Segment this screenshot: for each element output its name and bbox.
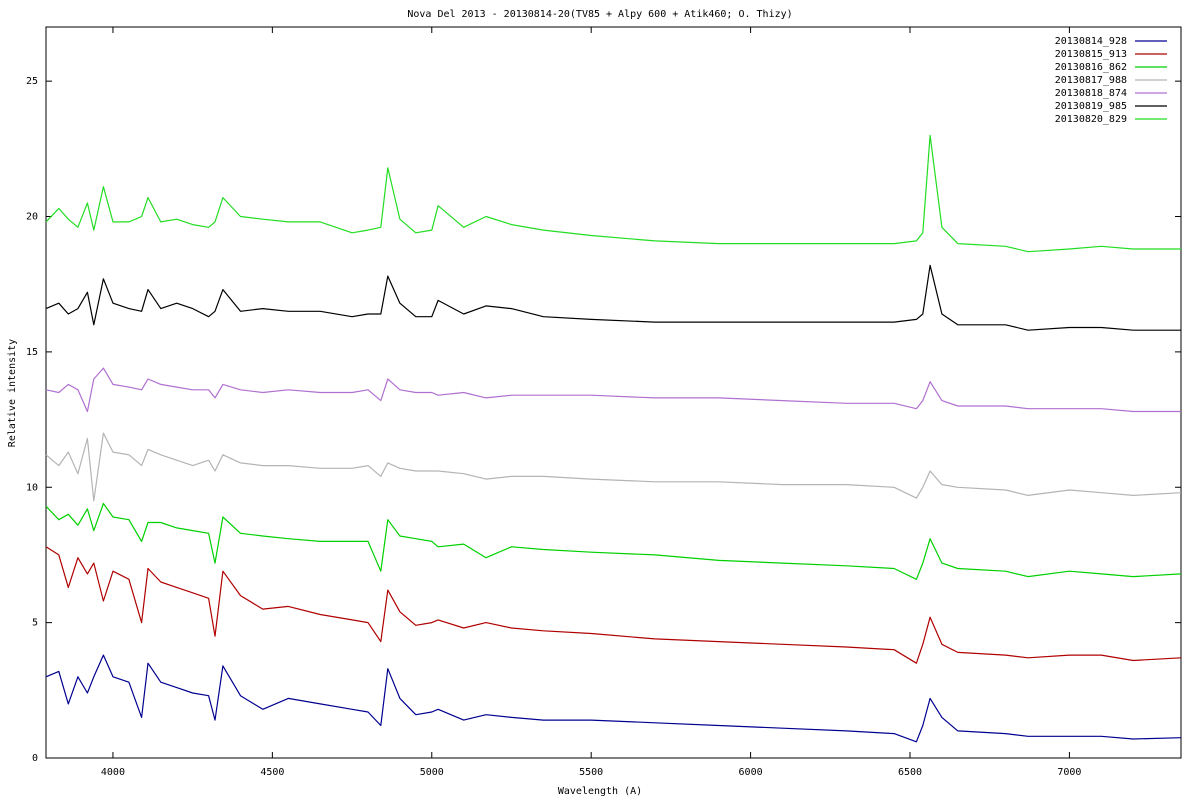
spectrum-line <box>45 134 1181 253</box>
spectrum-line <box>45 367 1181 413</box>
x-tick-label: 4500 <box>260 767 284 778</box>
spectrum-line <box>45 502 1182 580</box>
x-axis-label: Wavelength (A) <box>558 786 642 797</box>
legend-label: 20130819_985 <box>1055 101 1127 112</box>
y-tick-label: 0 <box>32 753 38 764</box>
y-tick-label: 15 <box>26 347 38 358</box>
x-tick-label: 6000 <box>739 767 763 778</box>
plot-frame <box>45 26 1182 759</box>
x-tick-label: 6500 <box>898 767 922 778</box>
legend-label: 20130820_829 <box>1055 114 1127 125</box>
x-tick-label: 4000 <box>101 767 125 778</box>
legend-label: 20130815_913 <box>1055 49 1127 60</box>
x-tick-label: 5000 <box>420 767 444 778</box>
x-tick-label: 7000 <box>1057 767 1081 778</box>
legend-label: 20130817_988 <box>1055 75 1127 86</box>
y-axis-label: Relative intensity <box>7 339 18 447</box>
y-tick-label: 5 <box>32 618 38 629</box>
x-tick-label: 5500 <box>579 767 603 778</box>
chart-title: Nova Del 2013 - 20130814-20(TV85 + Alpy … <box>407 9 792 20</box>
y-tick-label: 10 <box>26 482 38 493</box>
legend-label: 20130818_874 <box>1055 88 1127 99</box>
legend-label: 20130814_928 <box>1055 36 1127 47</box>
spectrum-line <box>45 546 1182 664</box>
legend-label: 20130816_862 <box>1055 62 1127 73</box>
spectrum-line <box>45 264 1181 331</box>
spectrum-line <box>45 654 1182 743</box>
y-tick-label: 25 <box>26 76 38 87</box>
y-tick-label: 20 <box>26 212 38 223</box>
spectrum-line <box>45 432 1182 502</box>
